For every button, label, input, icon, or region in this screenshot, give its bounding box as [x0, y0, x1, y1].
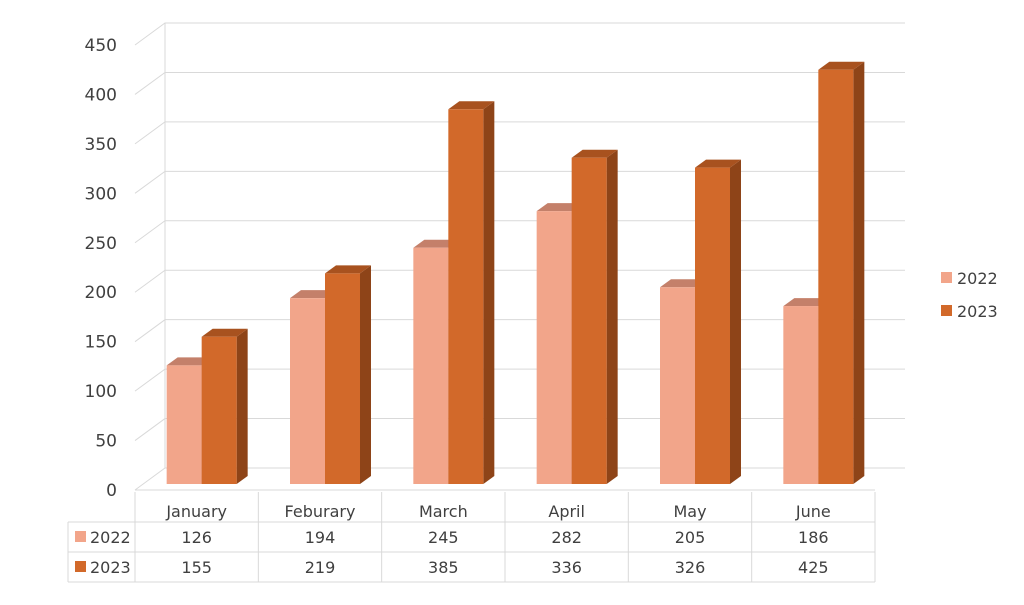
legend-label: 2022 — [957, 269, 998, 288]
x-category-label: April — [548, 502, 585, 521]
bar-front — [448, 109, 484, 485]
y-tick-label: 100 — [85, 382, 117, 402]
table-value: 186 — [798, 528, 829, 547]
y-tick-label: 450 — [85, 36, 117, 56]
bar-side — [853, 61, 865, 484]
bar-top — [818, 61, 865, 70]
y-tick-label: 400 — [85, 85, 117, 105]
x-category-label: June — [795, 502, 831, 521]
bar-front — [660, 287, 695, 484]
table-value: 205 — [675, 528, 706, 547]
table-swatch-2022 — [75, 531, 86, 542]
bar-top — [448, 101, 495, 110]
y-tick-label: 50 — [95, 432, 117, 452]
bar-front — [818, 69, 854, 484]
bar-2023-march — [448, 101, 495, 485]
y-tick-label: 0 — [106, 481, 117, 501]
table-value: 194 — [305, 528, 336, 547]
y-tick-label: 300 — [85, 184, 117, 204]
bar-side — [360, 265, 371, 484]
y-tick-label: 200 — [85, 283, 117, 303]
y-tick-label: 150 — [85, 333, 117, 353]
table-value: 219 — [305, 558, 336, 577]
bar-front — [536, 211, 572, 484]
grid-lines — [134, 22, 905, 491]
table-series-name: 2023 — [90, 558, 131, 577]
bar-top — [325, 265, 371, 274]
table-value: 425 — [798, 558, 829, 577]
bar-front — [290, 298, 325, 484]
bar-2023-april — [571, 149, 618, 484]
gridline — [134, 71, 905, 95]
bar-top — [571, 149, 618, 158]
table-value: 326 — [675, 558, 706, 577]
bar-2023-may — [695, 159, 741, 484]
bar-2023-june — [818, 61, 865, 484]
gridline — [134, 220, 905, 244]
bar-front — [695, 167, 730, 484]
bar-front — [413, 247, 449, 484]
bar-top — [783, 298, 830, 307]
legend: 2022 2023 — [941, 269, 998, 321]
table-value: 336 — [551, 558, 582, 577]
bar-top — [695, 159, 741, 168]
bar-front — [571, 157, 607, 484]
legend-swatch-2023 — [941, 305, 952, 316]
gridline — [134, 418, 905, 441]
bar-top — [413, 239, 460, 248]
x-category-label: March — [419, 502, 468, 521]
bar-front — [201, 336, 237, 484]
gridline — [134, 467, 905, 491]
y-tick-label: 350 — [85, 135, 117, 155]
bar-top — [166, 357, 213, 366]
y-tick-label: 250 — [85, 234, 117, 254]
table-series-name: 2022 — [90, 528, 131, 547]
table-swatch-2023 — [75, 561, 86, 572]
x-category-label: January — [165, 502, 227, 521]
gridline — [134, 22, 905, 46]
x-category-label: May — [673, 502, 706, 521]
bar-front — [325, 273, 360, 484]
bar-side — [730, 159, 741, 484]
bar-top — [290, 290, 336, 299]
bar-2023-january — [201, 328, 248, 484]
bar-side — [236, 328, 248, 484]
bar-top — [201, 328, 248, 337]
bar-front — [166, 365, 202, 484]
table-value: 282 — [551, 528, 582, 547]
legend-label: 2023 — [957, 302, 998, 321]
gridline — [134, 121, 905, 145]
bar-front — [783, 306, 819, 484]
table-value: 245 — [428, 528, 459, 547]
bar-top — [536, 203, 583, 212]
bars — [166, 61, 865, 485]
legend-swatch-2022 — [941, 272, 952, 283]
bar-side — [483, 101, 495, 485]
gridline — [134, 170, 905, 194]
bar-top — [660, 279, 706, 288]
table-value: 385 — [428, 558, 459, 577]
bar-side — [606, 149, 618, 484]
gridline — [134, 319, 905, 343]
gridline — [134, 368, 905, 392]
y-axis-ticks: 0 50 100 150 200 250 300 350 400 450 — [85, 36, 117, 501]
data-table: January Feburary March April May June 2022 126 1… — [67, 492, 876, 583]
table-value: 155 — [181, 558, 212, 577]
gridline — [134, 269, 905, 293]
table-value: 126 — [181, 528, 212, 547]
x-category-label: Feburary — [285, 502, 356, 521]
bar-2023-feburary — [325, 265, 371, 484]
